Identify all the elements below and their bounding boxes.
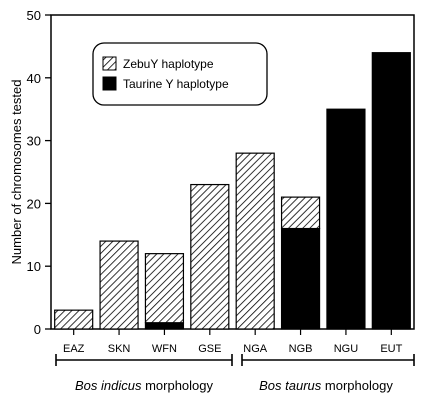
bar-taurine-wfn: [144, 322, 185, 330]
x-tick-label-gse: GSE: [198, 343, 221, 355]
x-tick-label-wfn: WFN: [152, 343, 177, 355]
bar-zebu-eaz: [54, 309, 94, 330]
x-axis-labels: EAZ SKN WFN GSE NGA NGB NGU EUT: [63, 329, 403, 355]
bar-taurine-eut: [371, 52, 411, 330]
group-bracket-indicus: Bos indicus morphology: [55, 354, 233, 393]
bar-zebu-wfn: [144, 253, 185, 324]
bar-taurine-ngu: [326, 108, 366, 330]
plot-frame: [50, 14, 415, 330]
legend-label-zebu: ZebuY haplotype: [123, 57, 214, 71]
bar-zebu-nga: [235, 152, 275, 330]
legend-swatch-taurine: [102, 76, 117, 91]
x-tick-label-ngu: NGU: [334, 343, 359, 355]
y-tick-label: 50: [27, 8, 41, 23]
bar-zebu-ngb: [280, 196, 321, 230]
bars: [54, 52, 411, 330]
y-tick-label: 10: [27, 259, 41, 274]
legend-label-taurine: Taurine Y haplotype: [123, 77, 229, 91]
x-tick-label-eaz: EAZ: [63, 343, 85, 355]
y-tick-label: 20: [27, 196, 41, 211]
legend-swatch-zebu: [102, 56, 117, 71]
y-tick-label: 0: [34, 322, 41, 337]
x-tick-label-eut: EUT: [380, 343, 402, 355]
group-label-taurus: Bos taurus morphology: [259, 378, 393, 393]
y-tick-label: 40: [27, 71, 41, 86]
y-axis-label: Number of chromosomes tested: [9, 80, 24, 265]
y-tick-label: 30: [27, 134, 41, 149]
legend: ZebuY haplotype Taurine Y haplotype: [92, 42, 268, 106]
x-tick-label-ngb: NGB: [289, 343, 313, 355]
group-bracket-taurus: Bos taurus morphology: [241, 354, 415, 393]
legend-box: [92, 42, 268, 106]
bar-taurine-ngb: [280, 227, 321, 330]
bar-zebu-gse: [190, 183, 230, 330]
x-tick-label-skn: SKN: [108, 343, 131, 355]
group-label-indicus: Bos indicus morphology: [75, 378, 214, 393]
bar-zebu-skn: [99, 240, 139, 330]
x-tick-label-nga: NGA: [243, 343, 268, 355]
y-axis-ticks: 0 10 20 30 40 50: [27, 8, 51, 337]
